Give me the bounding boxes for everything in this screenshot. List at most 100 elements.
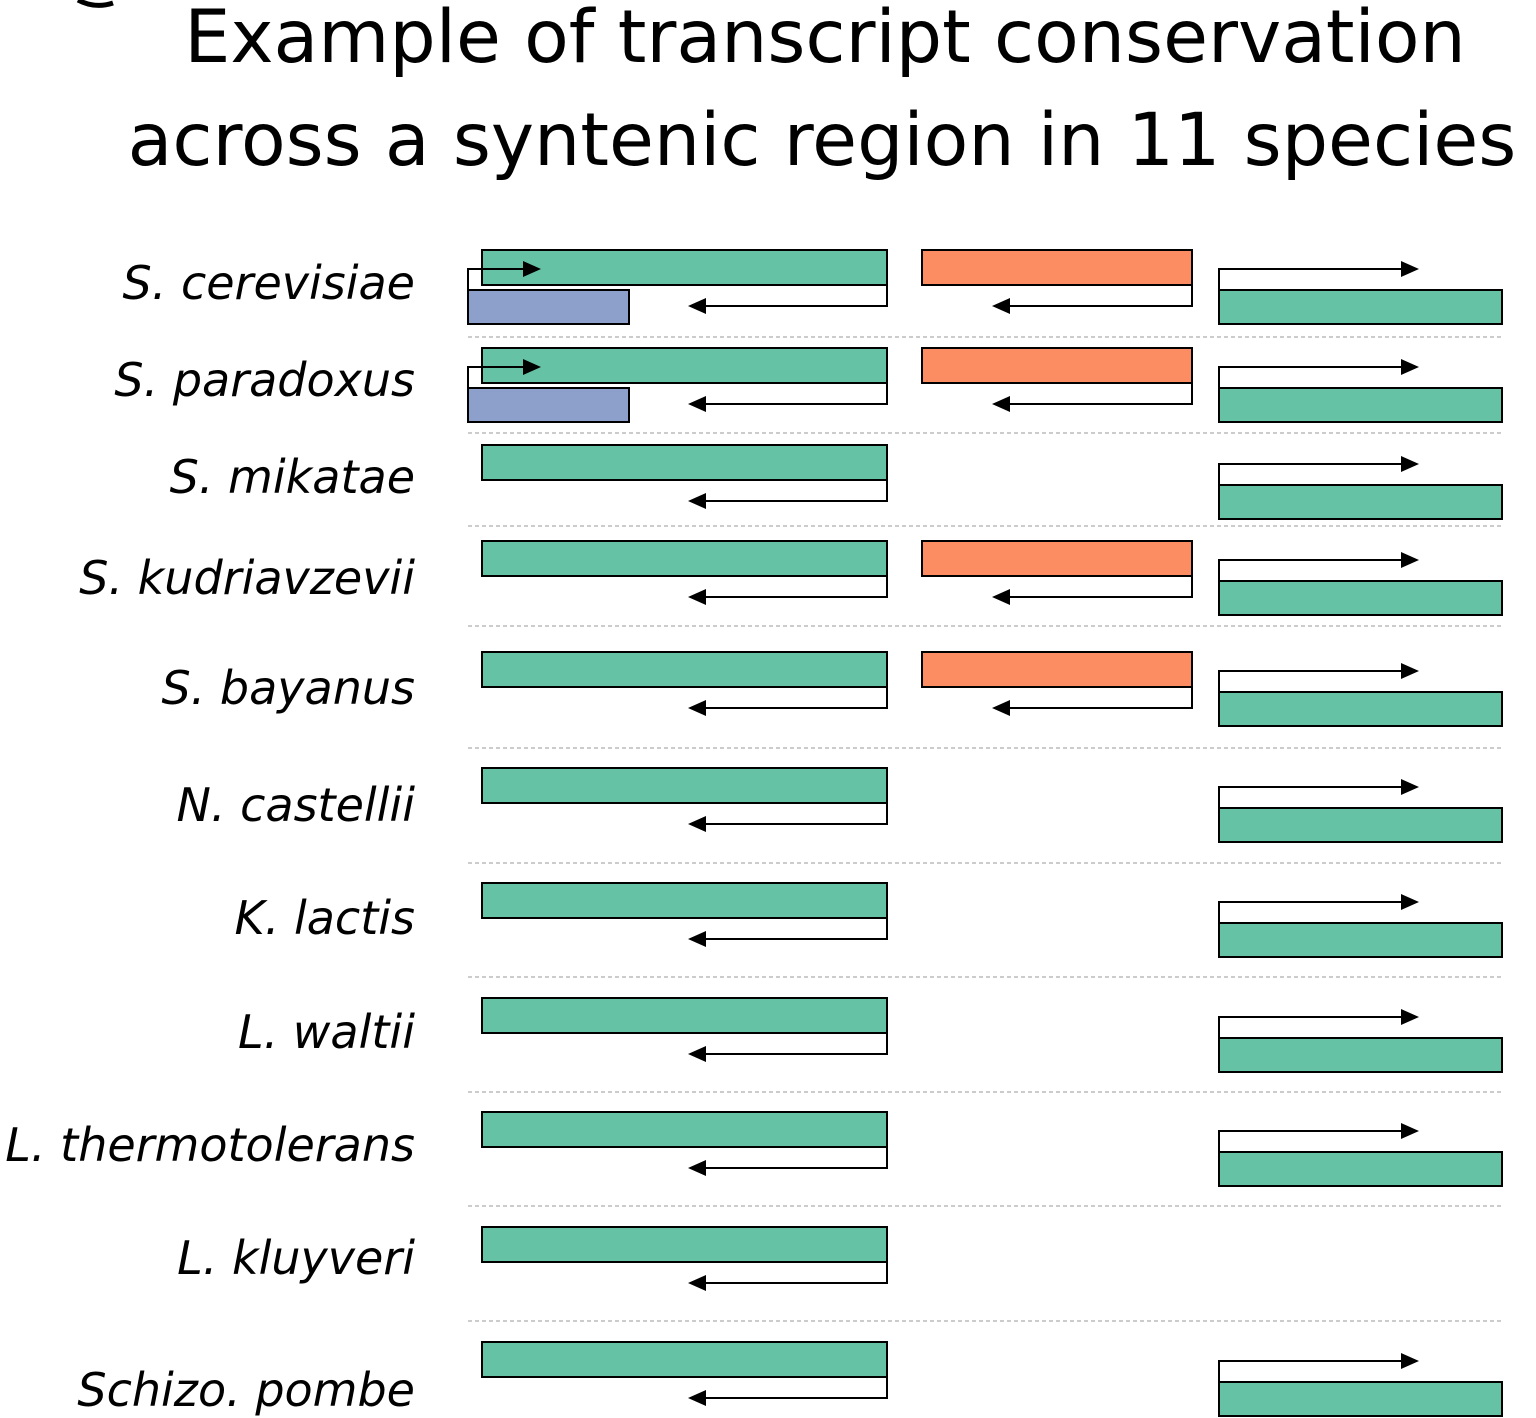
species-row: S. mikatae xyxy=(170,444,1503,520)
gene-bar-right-green xyxy=(1218,1151,1503,1187)
species-row: N. castellii xyxy=(176,767,1503,843)
transcript-arrow-right-green xyxy=(1218,1016,1401,1038)
gene-bar-left-green xyxy=(481,1341,888,1378)
gene-bar-right-green xyxy=(1218,1381,1503,1417)
arrowhead-left xyxy=(688,298,706,314)
transcript-arrow-right-green xyxy=(1218,786,1401,808)
species-label: K. lactis xyxy=(235,891,415,945)
species-row: S. kudriavzevii xyxy=(79,540,1503,616)
species-row: S. paradoxus xyxy=(114,347,1503,423)
transcript-arrow-left-green xyxy=(706,1147,888,1169)
arrowhead-left xyxy=(688,493,706,509)
transcript-arrow-right-green xyxy=(1218,1360,1401,1382)
species-label: S. bayanus xyxy=(161,661,415,715)
transcript-arrow-left-green xyxy=(706,576,888,598)
arrowhead-left xyxy=(688,1275,706,1291)
arrowhead-left xyxy=(688,1390,706,1406)
species-row: L. kluyveri xyxy=(177,1226,888,1291)
gene-bar-left-green xyxy=(481,882,888,919)
gene-bar-right-green xyxy=(1218,922,1503,958)
gene-bar-left-green xyxy=(481,347,888,384)
arrowhead-right xyxy=(1401,663,1419,679)
transcript-arrow-orange xyxy=(1010,383,1193,405)
transcript-arrow-left-green xyxy=(706,285,888,307)
gene-bar-orange xyxy=(921,651,1193,688)
arrowhead-right xyxy=(1401,261,1419,277)
title-line-1: Example of transcript conservation xyxy=(184,0,1466,80)
gene-bar-right-green xyxy=(1218,1037,1503,1073)
arrowhead-left xyxy=(688,1046,706,1062)
species-label: Schizo. pombe xyxy=(77,1363,415,1417)
gene-bar-left-green xyxy=(481,444,888,481)
arrowhead-right xyxy=(1401,779,1419,795)
gene-bar-left-green xyxy=(481,540,888,577)
species-label: L. waltii xyxy=(238,1005,415,1059)
gene-bar-left-green xyxy=(481,1226,888,1263)
transcript-arrow-left-green xyxy=(706,803,888,825)
arrowhead-right xyxy=(523,359,541,375)
arrowhead-left xyxy=(992,700,1010,716)
gene-bar-right-green xyxy=(1218,387,1503,423)
arrowhead-right xyxy=(1401,456,1419,472)
gene-bar-orange xyxy=(921,540,1193,577)
gene-bar-left-green xyxy=(481,767,888,804)
arrowhead-right xyxy=(1401,1123,1419,1139)
species-row: Schizo. pombe xyxy=(77,1341,1503,1417)
transcript-arrow-left-green xyxy=(706,1262,888,1284)
transcript-arrow-right-green xyxy=(1218,1130,1401,1152)
transcript-arrow-left-green xyxy=(706,383,888,405)
species-row: L. waltii xyxy=(238,997,1503,1073)
gene-bar-right-green xyxy=(1218,484,1503,520)
arrowhead-left xyxy=(688,589,706,605)
gene-bar-right-green xyxy=(1218,807,1503,843)
transcript-arrow-orange xyxy=(1010,576,1193,598)
transcript-arrow-left-green xyxy=(706,687,888,709)
arrowhead-left xyxy=(992,396,1010,412)
arrowhead-left xyxy=(992,298,1010,314)
species-label: L. kluyveri xyxy=(177,1231,415,1285)
row-separators xyxy=(468,336,1502,1322)
species-label: S. cerevisiae xyxy=(123,256,416,310)
transcript-arrow-left-green xyxy=(706,918,888,940)
transcript-arrow-orange xyxy=(1010,285,1193,307)
arrowhead-right xyxy=(523,261,541,277)
species-row: S. bayanus xyxy=(161,651,1503,727)
transcript-arrow-blue xyxy=(467,268,523,290)
species-row: K. lactis xyxy=(235,882,1503,958)
gene-bar-left-green xyxy=(481,651,888,688)
species-label: S. mikatae xyxy=(170,450,415,504)
gene-bar-right-green xyxy=(1218,289,1503,325)
gene-bar-right-green xyxy=(1218,580,1503,616)
gene-bar-orange xyxy=(921,249,1193,286)
transcript-arrow-right-green xyxy=(1218,901,1401,923)
species-label: S. kudriavzevii xyxy=(79,551,415,605)
transcript-arrow-left-green xyxy=(706,1033,888,1055)
arrowhead-right xyxy=(1401,1009,1419,1025)
arrowhead-left xyxy=(688,1160,706,1176)
transcript-arrow-blue xyxy=(467,366,523,388)
transcript-arrow-left-green xyxy=(706,1377,888,1399)
gene-bar-left-green xyxy=(481,997,888,1034)
arrowhead-right xyxy=(1401,552,1419,568)
panel-letter-fragment xyxy=(76,0,114,8)
title-line-2: across a syntenic region in 11 species xyxy=(128,98,1517,183)
arrowhead-right xyxy=(1401,1353,1419,1369)
transcript-arrow-right-green xyxy=(1218,559,1401,581)
species-label: L. thermotolerans xyxy=(5,1118,415,1172)
arrowhead-left xyxy=(688,816,706,832)
arrowhead-right xyxy=(1401,894,1419,910)
transcript-arrow-left-green xyxy=(706,480,888,502)
arrowhead-left xyxy=(688,931,706,947)
transcript-arrow-right-green xyxy=(1218,268,1401,290)
gene-bar-right-green xyxy=(1218,691,1503,727)
transcript-arrow-right-green xyxy=(1218,463,1401,485)
gene-bar-blue xyxy=(467,387,630,423)
species-label: N. castellii xyxy=(176,778,415,832)
gene-bar-blue xyxy=(467,289,630,325)
arrowhead-right xyxy=(1401,359,1419,375)
gene-bar-left-green xyxy=(481,249,888,286)
gene-bar-orange xyxy=(921,347,1193,384)
transcript-arrow-orange xyxy=(1010,687,1193,709)
transcript-arrow-right-green xyxy=(1218,366,1401,388)
